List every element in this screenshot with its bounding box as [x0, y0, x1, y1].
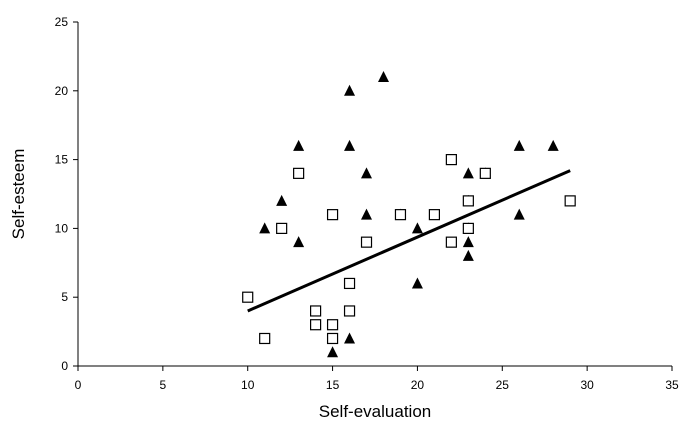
- square-point: [310, 305, 322, 317]
- x-tick-label: 30: [580, 378, 594, 392]
- triangle-point: [344, 332, 356, 344]
- y-axis-title: Self-esteem: [9, 149, 28, 240]
- data-points: [242, 71, 576, 358]
- triangle-point: [344, 84, 356, 96]
- square-point: [326, 319, 339, 331]
- triangle-point: [462, 249, 474, 261]
- square-point: [360, 236, 373, 248]
- trend-line: [247, 169, 571, 313]
- square-point: [479, 167, 491, 179]
- triangle-point: [462, 236, 474, 248]
- x-axis-ticks: 0 5 10 15 20 25 30 35: [75, 366, 679, 392]
- square-point: [462, 222, 474, 234]
- x-tick-label: 20: [411, 378, 425, 392]
- square-point: [259, 332, 271, 345]
- square-point: [326, 332, 339, 345]
- y-tick-label: 15: [55, 153, 69, 167]
- square-point: [564, 195, 576, 207]
- y-axis-ticks: 0 5 10 15 20 25: [55, 15, 78, 373]
- triangle-point: [513, 208, 525, 220]
- y-tick-label: 5: [61, 290, 68, 304]
- square-point: [276, 222, 288, 234]
- triangle-point: [411, 277, 423, 289]
- x-tick-label: 25: [496, 378, 510, 392]
- triangle-point: [344, 139, 356, 151]
- x-tick-label: 15: [326, 378, 340, 392]
- y-tick-label: 25: [55, 15, 69, 29]
- triangle-point: [411, 222, 423, 234]
- x-tick-label: 0: [75, 378, 82, 392]
- y-tick-label: 10: [55, 221, 69, 235]
- x-axis-title: Self-evaluation: [319, 402, 431, 421]
- square-point: [326, 209, 339, 221]
- square-point: [445, 236, 457, 248]
- x-tick-label: 35: [665, 378, 679, 392]
- triangle-point: [361, 167, 373, 179]
- triangle-point: [513, 139, 525, 151]
- x-tick-label: 5: [160, 378, 167, 392]
- triangle-point: [327, 346, 339, 358]
- triangle-point: [547, 139, 559, 151]
- y-tick-label: 0: [61, 359, 68, 373]
- square-point: [310, 319, 322, 331]
- y-tick-label: 20: [55, 84, 69, 98]
- triangle-point: [293, 139, 305, 151]
- triangle-point: [462, 167, 474, 179]
- square-point: [343, 305, 356, 317]
- square-point: [462, 195, 474, 207]
- x-tick-label: 10: [241, 378, 255, 392]
- square-point: [343, 277, 356, 290]
- triangle-point: [293, 236, 305, 248]
- square-point: [428, 209, 440, 221]
- square-point: [394, 209, 407, 221]
- axes: [77, 22, 672, 367]
- square-point: [293, 167, 305, 179]
- triangle-point: [377, 71, 389, 83]
- triangle-point: [259, 222, 271, 234]
- triangle-point: [276, 194, 288, 206]
- square-point: [445, 154, 457, 166]
- square-point: [242, 291, 254, 303]
- triangle-point: [361, 208, 373, 220]
